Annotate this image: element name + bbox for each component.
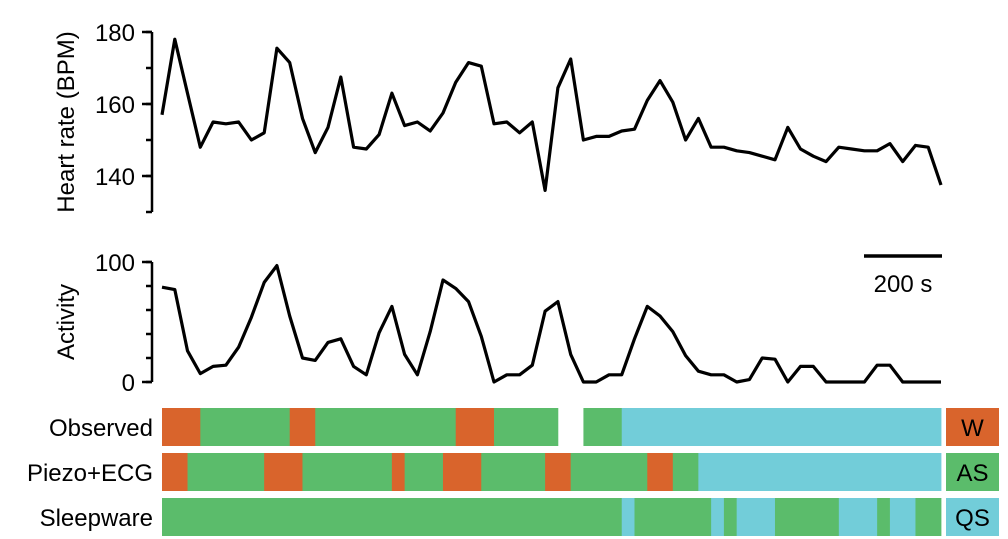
y-tick-label: 100	[95, 250, 135, 277]
state-segment	[315, 408, 457, 446]
state-segment	[162, 453, 188, 491]
state-segment	[289, 408, 316, 446]
y-tick-label: 140	[95, 164, 135, 191]
state-segment	[545, 453, 572, 491]
state-segment	[264, 453, 303, 491]
row-label: Observed	[49, 415, 153, 442]
state-segment	[774, 498, 840, 536]
state-segment	[838, 498, 878, 536]
state-segment	[162, 408, 201, 446]
legend-swatch	[946, 453, 999, 491]
legend-label: AS	[956, 460, 988, 487]
scale-bar-label: 200 s	[874, 271, 933, 298]
legend-swatch	[946, 408, 999, 446]
state-segment	[621, 498, 635, 536]
state-segment	[889, 498, 916, 536]
state-segment	[162, 498, 623, 536]
state-segment	[404, 453, 444, 491]
sleep-state-rows: Observed Piezo+ECG Sleepware	[27, 408, 942, 536]
state-segment	[711, 498, 725, 536]
state-segment	[442, 453, 482, 491]
activity-line	[161, 264, 941, 384]
state-segment	[672, 453, 699, 491]
heart-rate-line	[160, 37, 943, 192]
activity-ticks: 0 100	[95, 250, 152, 397]
state-segment	[723, 498, 738, 536]
heart-rate-y-label: Heart rate (BPM)	[53, 31, 80, 212]
state-segment	[302, 453, 393, 491]
state-segment	[391, 453, 406, 491]
state-segment	[583, 408, 623, 446]
state-segment	[519, 408, 559, 446]
state-segment	[187, 453, 265, 491]
state-segment	[200, 408, 291, 446]
state-segment	[481, 453, 546, 491]
state-segment	[736, 498, 776, 536]
y-tick-label: 160	[95, 92, 135, 119]
scale-bar: 200 s	[864, 254, 942, 298]
state-segment	[877, 498, 891, 536]
row-label: Sleepware	[40, 505, 153, 532]
legend-label: QS	[955, 505, 990, 532]
heart-rate-panel: 140 160 180 Heart rate (BPM)	[53, 20, 943, 214]
state-segment	[494, 408, 520, 446]
state-segment	[634, 498, 712, 536]
state-segment	[647, 453, 674, 491]
state-segment	[915, 498, 942, 536]
state-segment	[698, 453, 942, 491]
activity-y-label: Activity	[53, 284, 80, 360]
state-segment	[455, 408, 495, 446]
state-segment	[570, 453, 648, 491]
activity-panel: 0 100 Activity	[53, 250, 941, 397]
state-legend: W AS QS	[946, 408, 999, 536]
row-label: Piezo+ECG	[27, 460, 153, 487]
y-tick-label: 0	[122, 370, 135, 397]
heart-rate-ticks: 140 160 180	[95, 20, 152, 214]
legend-swatch	[946, 498, 999, 536]
state-segment	[621, 408, 942, 446]
legend-label: W	[961, 415, 984, 442]
y-tick-label: 180	[95, 20, 135, 47]
